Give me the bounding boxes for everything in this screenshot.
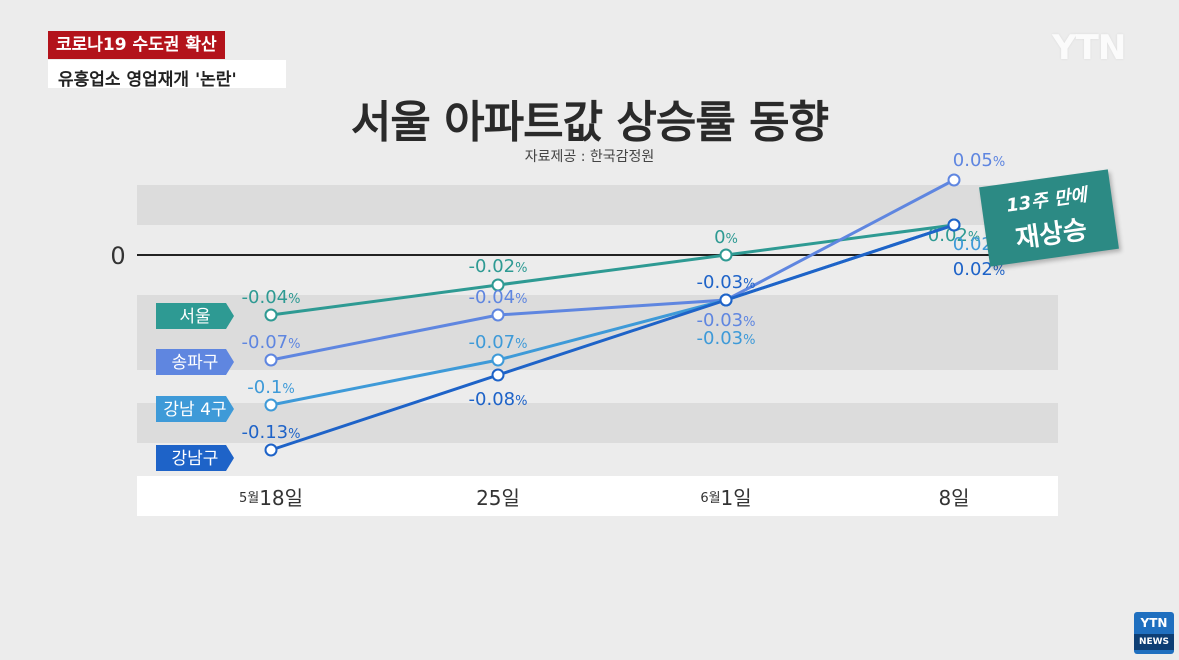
data-label: -0.03% <box>697 328 756 349</box>
chart-title: 서울 아파트값 상승률 동향 <box>350 97 829 148</box>
data-point <box>719 248 733 262</box>
x-tick-label: 25일 <box>476 486 520 510</box>
data-point <box>491 353 505 367</box>
background-band <box>137 185 1058 225</box>
x-tick-label: 8일 <box>938 486 969 510</box>
ytn-news-badge: YTN NEWS <box>1134 612 1174 654</box>
legend-label: 송파구 <box>172 353 219 373</box>
news-ticker-subline: 유흥업소 영업재개 '논란' <box>48 60 286 88</box>
data-label: 0.02% <box>953 259 1005 280</box>
data-label: -0.07% <box>469 332 528 353</box>
ytn-logo: YTN <box>1052 28 1126 68</box>
legend-tag <box>156 349 234 375</box>
data-point <box>491 368 505 382</box>
legend-label: 서울 <box>179 307 210 327</box>
legend-tag <box>156 396 234 422</box>
badge-bottom: NEWS <box>1134 634 1174 650</box>
legend-label: 강남 4구 <box>163 400 226 420</box>
zero-label: 0 <box>110 242 125 270</box>
data-point <box>264 443 278 457</box>
data-label: -0.04% <box>469 287 528 308</box>
news-ticker-headline: 코로나19 수도권 확산 <box>48 31 225 59</box>
data-point <box>947 173 961 187</box>
data-point <box>264 353 278 367</box>
data-label: -0.04% <box>242 287 301 308</box>
legend-label: 강남구 <box>172 449 219 469</box>
legend-tag <box>156 445 234 471</box>
x-tick-label: 5월18일 <box>239 486 303 510</box>
data-label: -0.02% <box>469 256 528 277</box>
data-point <box>264 308 278 322</box>
data-label: -0.08% <box>469 389 528 410</box>
series-line <box>270 178 955 362</box>
data-label: -0.1% <box>247 377 294 398</box>
x-axis-strip <box>137 476 1058 516</box>
data-label: 0.05% <box>953 150 1005 171</box>
data-point <box>719 293 733 307</box>
data-point <box>491 308 505 322</box>
badge-top: YTN <box>1140 616 1168 630</box>
data-label: -0.03% <box>697 272 756 293</box>
background-band <box>137 331 1058 370</box>
data-point <box>947 218 961 232</box>
data-label: -0.13% <box>242 422 301 443</box>
series-line <box>270 223 955 452</box>
data-point <box>264 398 278 412</box>
legend-tag <box>156 303 234 329</box>
data-label: 0% <box>714 227 738 248</box>
background-band <box>137 403 1058 443</box>
chart-source: 자료제공 : 한국감정원 <box>524 149 655 165</box>
data-point <box>491 278 505 292</box>
data-label: -0.07% <box>242 332 301 353</box>
data-label: -0.03% <box>697 310 756 331</box>
x-tick-label: 6월1일 <box>700 486 751 510</box>
